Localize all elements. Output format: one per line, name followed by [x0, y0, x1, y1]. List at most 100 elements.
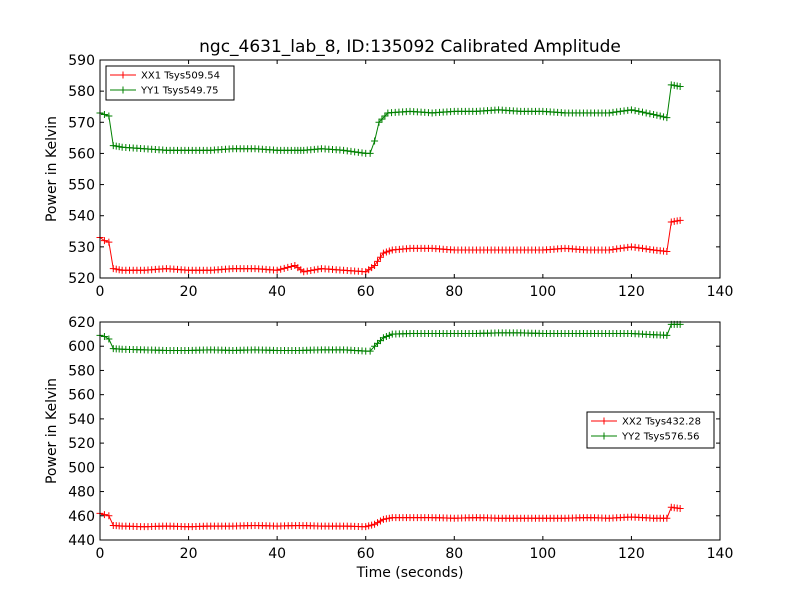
top-y-tick-label: 540 [68, 209, 95, 225]
top-series-1-marker [673, 217, 681, 225]
bottom-series-1-marker [374, 519, 382, 527]
top-series-1-marker [635, 244, 643, 252]
top-y-tick-label: 580 [68, 84, 95, 100]
x-axis-label: Time (seconds) [356, 565, 464, 581]
top-series-2-marker [616, 107, 624, 115]
bottom-series-1-marker [385, 514, 393, 522]
bottom-ticks: 0 20 40 60 80 100 120 140 440 460 480 500 520 540 560 5… [68, 315, 733, 562]
top-series-1-marker [624, 243, 632, 251]
top-x-tick-label: 60 [357, 284, 375, 300]
top-series-2-marker [663, 114, 671, 122]
top-series-markers-1 [96, 216, 684, 276]
top-series-layer [96, 81, 684, 276]
top-series-2-marker [624, 106, 632, 114]
top-series-1-marker [109, 265, 117, 273]
top-x-tick-label: 140 [707, 284, 734, 300]
top-series-2-marker [112, 142, 120, 150]
bottom-series-1-marker [105, 512, 113, 520]
top-series-1-marker [663, 248, 671, 256]
top-series-1-marker [609, 245, 617, 253]
top-series-1-marker [646, 245, 654, 253]
bottom-legend-swatch-marker [600, 432, 608, 440]
top-series-1-marker [376, 253, 384, 261]
top-y-tick-label: 570 [68, 115, 95, 131]
bottom-series-1-marker [382, 515, 390, 523]
top-series-1-marker [676, 216, 684, 224]
bottom-series-1-marker [676, 505, 684, 513]
bottom-series-1-marker [100, 511, 108, 519]
top-ticks: 0 20 40 60 80 100 120 140 520 530 540 550 560 570 580 5… [68, 53, 733, 300]
bottom-subplot: 0 20 40 60 80 100 120 140 440 460 480 500 520 540 560 5… [44, 315, 733, 581]
bottom-x-tick-label: 140 [707, 546, 734, 562]
top-x-tick-label: 20 [180, 284, 198, 300]
top-series-1-marker [605, 246, 613, 254]
top-series-2-marker [673, 82, 681, 90]
top-series-1-marker [287, 262, 295, 270]
top-series-2-marker [676, 82, 684, 90]
top-series-1-marker [627, 243, 635, 251]
top-series-2-marker [115, 143, 123, 151]
top-series-2-marker [358, 149, 366, 157]
top-series-2-marker [354, 148, 362, 156]
bottom-plot-frame [99, 321, 721, 541]
top-x-tick-label: 0 [96, 284, 105, 300]
bottom-series-1-marker [365, 522, 373, 530]
top-series-2-marker [381, 112, 389, 120]
top-legend-label: XX1 Tsys509.54 [141, 71, 220, 82]
top-y-axis-label: Power in Kelvin [44, 116, 60, 222]
top-series-1-marker [613, 245, 621, 253]
top-series-2-marker [646, 110, 654, 118]
bottom-series-1-marker [362, 523, 370, 531]
top-legend-swatch-marker [119, 71, 127, 79]
bottom-series-2-marker [105, 335, 113, 343]
top-series-1-marker [307, 267, 315, 275]
top-series-2-marker [620, 107, 628, 115]
bottom-x-tick-label: 20 [180, 546, 198, 562]
bottom-x-tick-label: 80 [445, 546, 463, 562]
bottom-series-markers-2 [96, 320, 684, 355]
bottom-y-tick-label: 460 [68, 509, 95, 525]
bottom-y-tick-label: 620 [68, 315, 95, 331]
top-series-2-marker [639, 108, 646, 116]
top-legend-label: YY1 Tsys549.75 [140, 86, 219, 97]
top-series-1-marker [631, 243, 639, 251]
bottom-legend-label: YY2 Tsys576.56 [621, 432, 700, 443]
top-series-1-marker [616, 244, 624, 252]
top-series-1-marker [371, 262, 379, 270]
bottom-x-tick-label: 40 [268, 546, 286, 562]
top-series-2-marker [366, 149, 374, 157]
top-series-2-marker [653, 111, 661, 119]
top-series-1-marker [310, 266, 318, 274]
top-x-tick-label: 80 [445, 284, 463, 300]
top-series-2-marker [371, 137, 379, 145]
bottom-series-2-marker [385, 331, 393, 339]
top-series-2-marker [627, 106, 635, 114]
top-series-1-marker [314, 265, 322, 273]
bottom-series-2-marker [100, 333, 108, 341]
bottom-series-1-marker [663, 514, 671, 522]
top-series-2-marker [642, 109, 650, 117]
top-series-markers-2 [96, 81, 684, 157]
top-y-tick-label: 590 [68, 53, 95, 69]
bottom-y-tick-label: 560 [68, 388, 95, 404]
bottom-series-1-marker [376, 517, 384, 525]
top-series-2-marker [109, 142, 117, 150]
bottom-series-markers-1 [96, 503, 684, 531]
bottom-y-axis-label: Power in Kelvin [44, 378, 60, 484]
top-series-2-marker [605, 109, 613, 117]
bottom-series-2-marker [663, 331, 671, 339]
bottom-y-tick-label: 440 [68, 533, 95, 549]
top-series-1-marker [105, 238, 113, 246]
top-series-1-marker [670, 217, 678, 225]
top-y-tick-label: 560 [68, 146, 95, 162]
top-series-2-marker [631, 107, 639, 115]
top-series-1-marker [374, 257, 382, 265]
top-series-1-marker [280, 264, 288, 272]
bottom-series-1-marker [379, 515, 387, 523]
top-series-1-marker [639, 244, 646, 252]
bottom-legend-label: XX2 Tsys432.28 [622, 417, 701, 428]
top-series-2-marker [105, 112, 113, 120]
top-series-1-marker [382, 248, 390, 256]
top-series-1-marker [385, 247, 393, 255]
top-series-2-marker [347, 147, 355, 155]
